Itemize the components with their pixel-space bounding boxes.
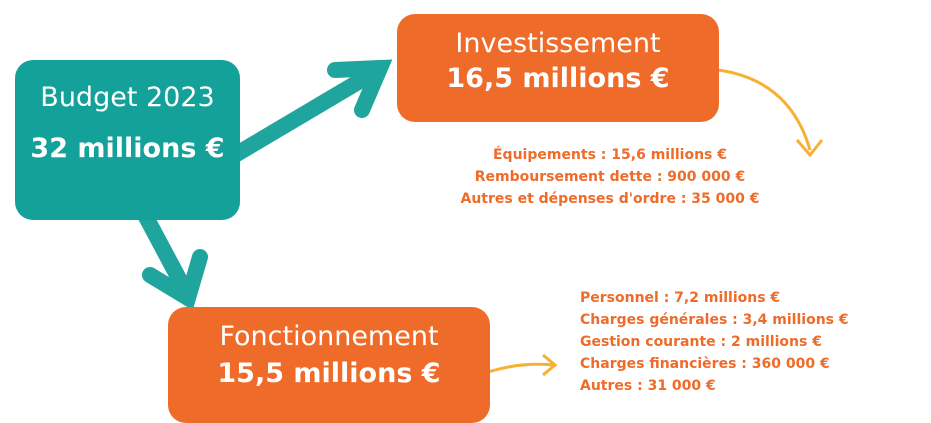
detail-line: Autres et dépenses d'ordre : 35 000 € (460, 191, 760, 207)
detail-line: Charges générales : 3,4 millions € (580, 312, 849, 328)
investissement-amount: 16,5 millions € (446, 63, 670, 94)
fonctionnement-amount: 15,5 millions € (217, 358, 441, 389)
detail-line: Gestion courante : 2 millions € (580, 334, 822, 350)
investissement-details: Équipements : 15,6 millions € Rembourseme… (425, 144, 795, 210)
fonctionnement-box: Fonctionnement 15,5 millions € (168, 307, 490, 423)
detail-line: Remboursement dette : 900 000 € (474, 169, 746, 185)
budget-amount: 32 millions € (30, 133, 225, 164)
investissement-title: Investissement (455, 28, 661, 59)
budget-title: Budget 2023 (40, 82, 215, 113)
detail-line: Équipements : 15,6 millions € (492, 147, 728, 163)
investissement-box: Investissement 16,5 millions € (397, 14, 719, 122)
budget-box: Budget 2023 32 millions € (15, 60, 240, 220)
detail-line: Charges financières : 360 000 € (580, 356, 830, 372)
detail-line: Autres : 31 000 € (580, 378, 716, 394)
fonctionnement-title: Fonctionnement (219, 321, 439, 352)
fonctionnement-details: Personnel : 7,2 millions € Charges généra… (580, 287, 930, 397)
detail-line: Personnel : 7,2 millions € (580, 290, 781, 306)
